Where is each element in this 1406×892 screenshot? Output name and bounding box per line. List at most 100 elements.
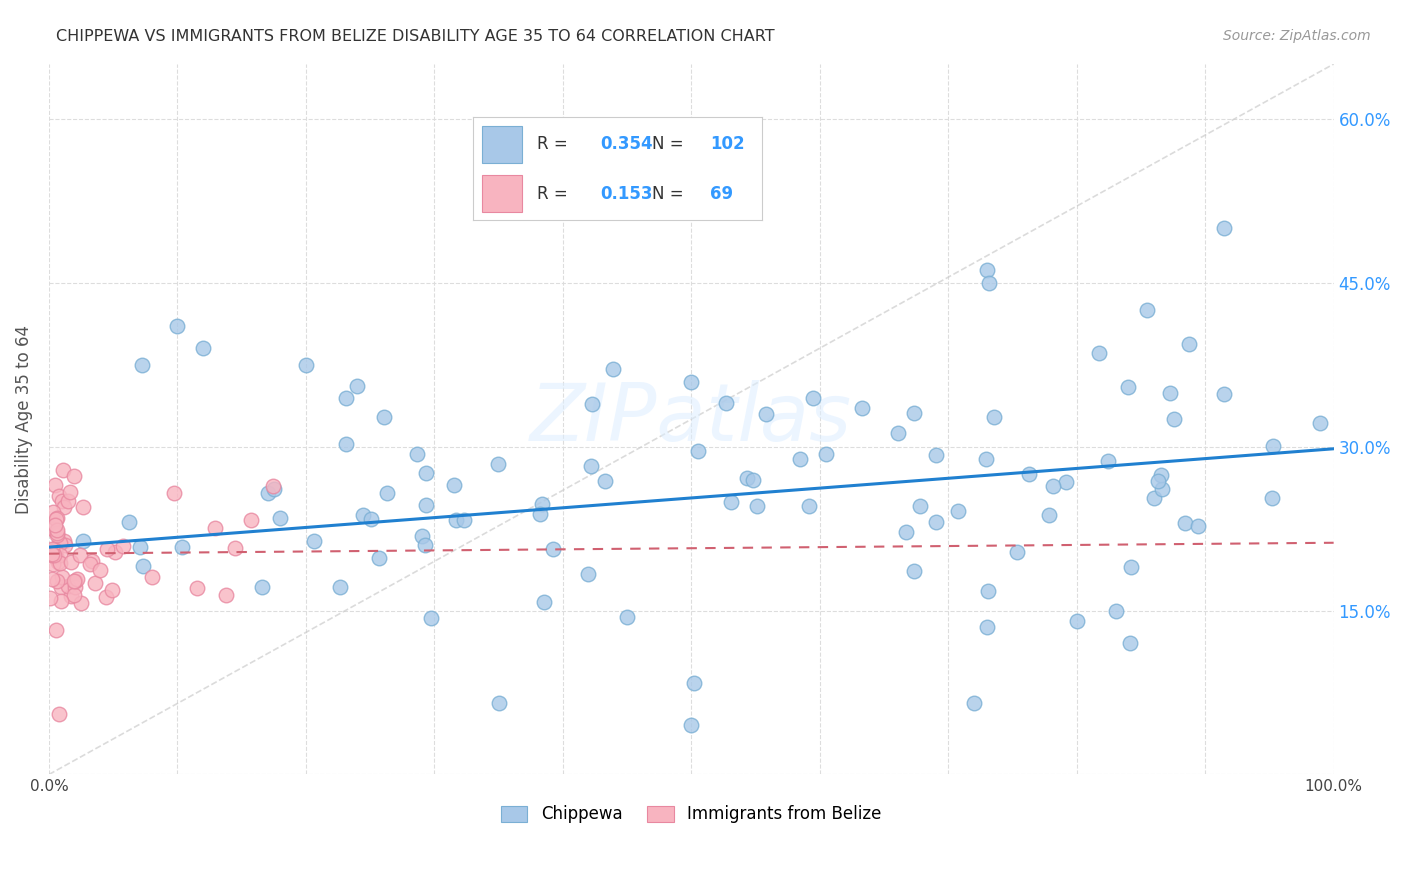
Point (908, 500, 931, 514)
Point (53, 500, 76, 514)
Point (186, 581, 208, 595)
Point (1261, 439, 1284, 453)
Point (44, 549, 66, 564)
Point (59, 485, 82, 500)
Point (367, 550, 389, 565)
Point (42, 522, 65, 536)
Legend: Chippewa, Immigrants from Belize: Chippewa, Immigrants from Belize (494, 798, 889, 830)
Point (1174, 516, 1197, 530)
Point (352, 508, 374, 523)
Point (1038, 508, 1060, 523)
Point (1042, 479, 1064, 493)
Point (63, 588, 86, 602)
Point (1007, 545, 1029, 559)
Point (45, 574, 67, 588)
Point (963, 697, 986, 711)
Point (41, 548, 63, 562)
Point (716, 395, 738, 409)
Point (45, 523, 67, 537)
Point (1105, 604, 1128, 618)
Point (1187, 519, 1209, 533)
Point (576, 566, 599, 581)
Point (100, 583, 122, 598)
Point (41, 572, 63, 586)
Point (683, 675, 706, 690)
Point (1159, 386, 1181, 401)
Point (51, 570, 73, 584)
Point (131, 358, 153, 372)
Point (84, 576, 107, 591)
Point (46, 526, 69, 541)
Point (128, 540, 150, 554)
Point (925, 515, 948, 529)
Point (735, 471, 758, 485)
Point (63, 469, 86, 483)
Point (406, 447, 429, 461)
Point (814, 447, 837, 461)
Point (112, 539, 135, 553)
Point (49, 548, 72, 562)
Point (851, 401, 873, 416)
Point (42, 505, 65, 519)
Point (166, 319, 188, 334)
Point (52, 462, 75, 476)
Point (45, 624, 67, 638)
Point (903, 406, 925, 420)
Point (49, 580, 72, 594)
Point (39, 591, 62, 605)
Point (720, 494, 742, 508)
Point (163, 485, 186, 500)
Point (581, 397, 603, 411)
Point (53, 538, 76, 552)
Point (925, 448, 948, 462)
Point (215, 588, 238, 602)
Point (45, 510, 67, 524)
Point (1178, 337, 1201, 351)
Point (42, 548, 65, 562)
Point (755, 407, 778, 421)
Point (420, 611, 443, 625)
Point (1213, 387, 1236, 401)
Point (533, 595, 555, 609)
Point (69, 548, 91, 562)
Point (141, 570, 163, 584)
Point (444, 513, 467, 527)
Point (641, 139, 664, 153)
Point (742, 474, 765, 488)
Point (48, 489, 70, 503)
Point (602, 362, 624, 376)
Point (335, 391, 357, 405)
Point (204, 521, 226, 535)
Point (46, 555, 69, 569)
Point (45, 527, 67, 541)
Point (1149, 468, 1171, 483)
Point (979, 277, 1001, 291)
Point (63, 574, 86, 588)
Point (48, 707, 70, 722)
Point (1136, 302, 1159, 317)
Point (45, 512, 67, 526)
Point (48, 536, 70, 550)
Point (415, 498, 437, 512)
Point (44, 478, 66, 492)
Point (66, 572, 89, 586)
Point (983, 410, 1005, 425)
Point (59, 590, 82, 604)
Point (1116, 380, 1139, 394)
Point (976, 262, 998, 277)
Point (58, 494, 80, 508)
Point (252, 580, 274, 594)
Point (224, 541, 246, 556)
Point (1066, 615, 1088, 629)
Point (53, 534, 76, 549)
Point (797, 499, 820, 513)
Point (51, 494, 73, 508)
Point (488, 697, 510, 711)
Point (262, 479, 284, 493)
Y-axis label: Disability Age 35 to 64: Disability Age 35 to 64 (15, 325, 32, 514)
Point (89, 563, 111, 577)
Point (295, 358, 318, 372)
Point (49, 594, 72, 608)
Point (239, 513, 262, 527)
Point (415, 466, 437, 480)
